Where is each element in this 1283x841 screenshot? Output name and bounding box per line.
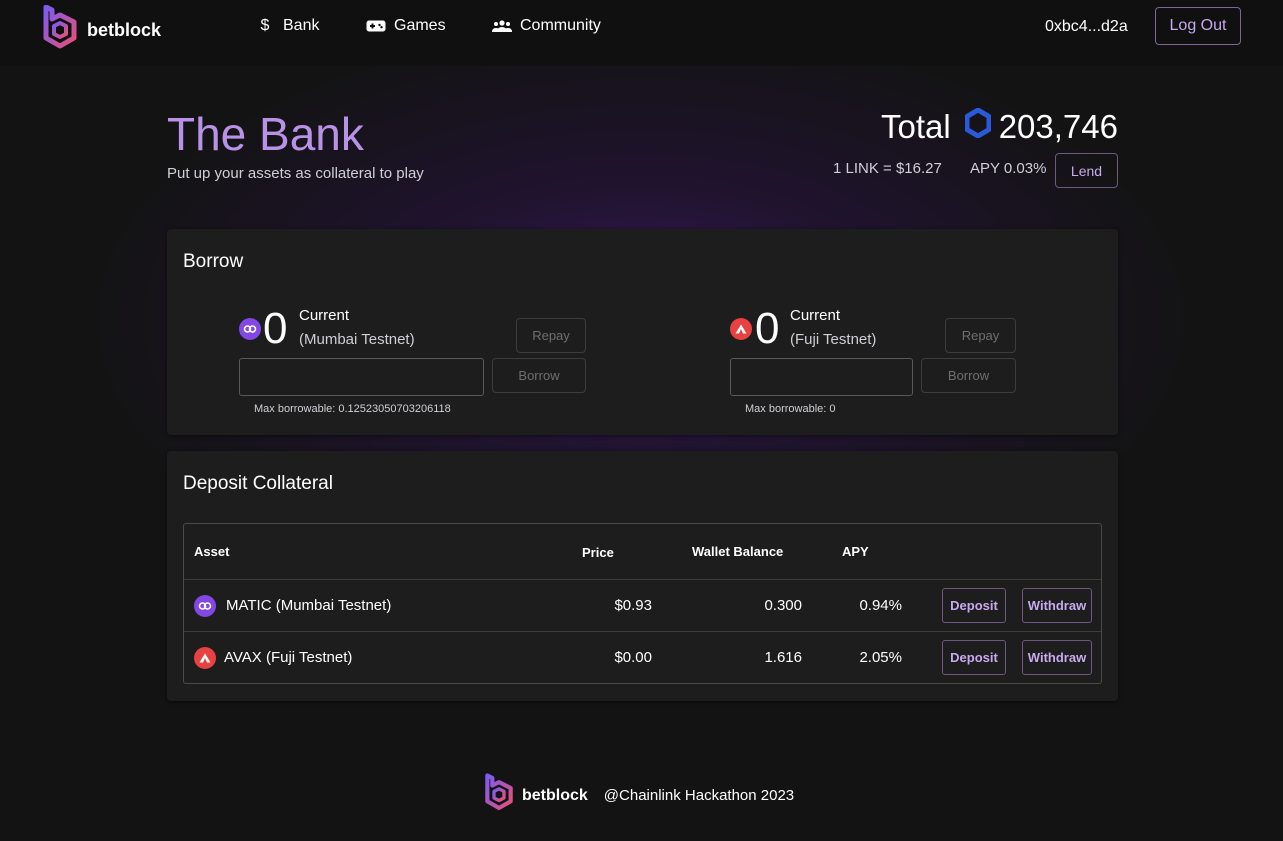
col-wallet-balance: Wallet Balance xyxy=(692,544,784,559)
footer: betblock @Chainlink Hackathon 2023 xyxy=(484,773,794,818)
link-rate: 1 LINK = $16.27 xyxy=(833,160,942,177)
nav-bank-label: Bank xyxy=(283,17,320,34)
nav-games-label: Games xyxy=(394,17,446,34)
borrow-card: Borrow 0 Current (Mumbai Testnet) Repay … xyxy=(167,229,1118,435)
wallet-balance: 1.616 xyxy=(764,649,802,666)
matic-borrow-input[interactable] xyxy=(239,358,484,396)
avax-current-label: Current xyxy=(790,307,841,324)
deposit-title: Deposit Collateral xyxy=(183,473,333,494)
matic-borrowed-amount: 0 xyxy=(263,304,288,353)
table-divider xyxy=(184,579,1101,580)
matic-borrow-button[interactable]: Borrow xyxy=(492,358,586,393)
total-display: Total 203,746 xyxy=(880,107,1118,146)
asset-price: $0.00 xyxy=(614,649,652,666)
lend-button[interactable]: Lend xyxy=(1055,153,1118,188)
collateral-table: Asset Price Wallet Balance APY MATIC (Mu… xyxy=(183,523,1102,684)
avax-borrow-input[interactable] xyxy=(730,358,913,396)
avax-borrowed-amount: 0 xyxy=(755,304,780,353)
lend-apy: APY 0.03% xyxy=(970,160,1047,177)
nav-bank[interactable]: $ Bank xyxy=(255,17,320,35)
brand-logo[interactable]: betblock xyxy=(42,4,162,56)
matic-repay-button[interactable]: Repay xyxy=(516,318,586,353)
asset-name: AVAX (Fuji Testnet) xyxy=(224,649,353,666)
asset-apy: 0.94% xyxy=(859,597,902,614)
dollar-icon: $ xyxy=(260,17,270,34)
withdraw-button[interactable]: Withdraw xyxy=(1022,588,1092,623)
avax-borrow-button[interactable]: Borrow xyxy=(921,358,1016,393)
page-title: The Bank xyxy=(167,108,364,160)
col-apy: APY xyxy=(842,544,869,559)
people-icon xyxy=(492,20,512,32)
avax-coin-icon xyxy=(194,647,216,669)
borrow-title: Borrow xyxy=(183,251,244,272)
asset-apy: 2.05% xyxy=(859,649,902,666)
matic-current-label: Current xyxy=(299,307,350,324)
asset-price: $0.93 xyxy=(614,597,652,614)
footer-brand: betblock xyxy=(522,786,588,804)
matic-coin-icon xyxy=(239,318,261,340)
matic-coin-icon xyxy=(194,595,216,617)
total-value: 203,746 xyxy=(998,108,1118,145)
col-asset: Asset xyxy=(194,544,230,559)
total-label: Total xyxy=(880,108,951,145)
asset-name: MATIC (Mumbai Testnet) xyxy=(226,597,392,614)
nav-community-label: Community xyxy=(520,17,601,34)
avax-repay-button[interactable]: Repay xyxy=(945,318,1016,353)
footer-credit: @Chainlink Hackathon 2023 xyxy=(603,787,795,804)
chainlink-icon xyxy=(964,107,999,146)
wallet-balance: 0.300 xyxy=(764,597,802,614)
nav-games[interactable]: Games xyxy=(366,17,446,35)
wallet-address[interactable]: 0xbc4...d2a xyxy=(1045,18,1128,35)
avax-max-borrowable: Max borrowable: 0 xyxy=(745,403,836,415)
deposit-button[interactable]: Deposit xyxy=(942,640,1006,675)
gamepad-icon xyxy=(366,20,386,32)
betblock-logo-icon xyxy=(42,4,78,56)
matic-network-label: (Mumbai Testnet) xyxy=(299,331,415,348)
page-subtitle: Put up your assets as collateral to play xyxy=(167,165,424,182)
col-price: Price xyxy=(582,545,614,560)
avax-coin-icon xyxy=(730,318,752,340)
top-nav: betblock $ Bank Games Community 0xbc4...… xyxy=(0,0,1283,66)
avax-network-label: (Fuji Testnet) xyxy=(790,331,877,348)
logout-button[interactable]: Log Out xyxy=(1155,7,1241,45)
nav-community[interactable]: Community xyxy=(492,17,601,35)
brand-name: betblock xyxy=(87,20,162,40)
deposit-card: Deposit Collateral Asset Price Wallet Ba… xyxy=(167,451,1118,701)
deposit-button[interactable]: Deposit xyxy=(942,588,1006,623)
withdraw-button[interactable]: Withdraw xyxy=(1022,640,1092,675)
table-divider xyxy=(184,631,1101,632)
matic-max-borrowable: Max borrowable: 0.12523050703206118 xyxy=(254,403,451,415)
betblock-logo-icon xyxy=(484,773,514,818)
